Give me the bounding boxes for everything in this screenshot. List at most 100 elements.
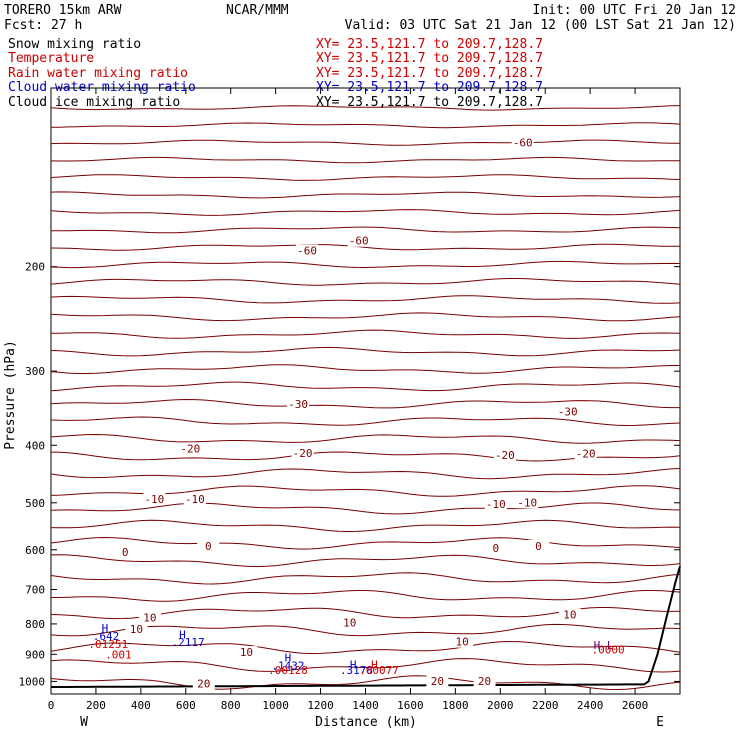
field-label-cloud-ice: Cloud ice mixing ratio xyxy=(8,95,180,110)
isotherm xyxy=(50,381,681,392)
contour-label: -30 xyxy=(288,398,308,411)
forecast-hour: Fcst: 27 h xyxy=(4,18,82,33)
contour-label-bg xyxy=(338,616,361,629)
contour-label: -60 xyxy=(297,244,317,257)
isotherm xyxy=(50,260,681,269)
feature-label: .2117 xyxy=(171,636,204,649)
x-axis-east-label: E xyxy=(656,715,664,730)
contour-label-bg xyxy=(516,496,539,509)
valid-time: Valid: 03 UTC Sat 21 Jan 12 (00 LST Sat … xyxy=(345,18,736,33)
terrain-line xyxy=(51,566,681,688)
field-xy-snow: XY= 23.5,121.7 to 209.7,128.7 xyxy=(316,37,543,52)
isotherm xyxy=(50,209,681,216)
isotherm xyxy=(50,278,681,286)
feature-label: .001 xyxy=(105,649,132,662)
contour-label: 0 xyxy=(122,546,129,559)
feature-label: .0000 xyxy=(592,644,625,657)
contour-label-bg xyxy=(527,539,550,552)
isotherm xyxy=(50,554,681,568)
center-title: NCAR/MMM xyxy=(226,3,289,18)
contour-label-bg xyxy=(484,497,507,510)
y-tick-label: 500 xyxy=(25,497,45,510)
contour-label: 10 xyxy=(343,617,356,630)
x-tick-label: 1000 xyxy=(262,699,289,712)
contour-label: 20 xyxy=(431,675,444,688)
x-tick-label: 1200 xyxy=(307,699,334,712)
contour-label: -10 xyxy=(144,493,164,506)
x-tick-label: 2000 xyxy=(487,699,514,712)
y-tick-label: 700 xyxy=(25,584,45,597)
x-tick-label: 800 xyxy=(221,699,241,712)
x-tick-label: 1600 xyxy=(397,699,424,712)
field-legend: Snow mixing ratio XY= 23.5,121.7 to 209.… xyxy=(8,37,543,110)
contour-label: -60 xyxy=(349,235,369,248)
contour-label: -20 xyxy=(576,448,596,461)
isotherm xyxy=(50,572,681,585)
isotherm xyxy=(50,398,680,409)
y-tick-label: 900 xyxy=(25,648,45,661)
isotherm xyxy=(50,502,681,515)
feature-label: .00077 xyxy=(359,664,399,677)
isotherm xyxy=(50,468,681,480)
contour-label-bg xyxy=(287,398,310,411)
feature-label: .00128 xyxy=(268,664,308,677)
header: TORERO 15km ARW NCAR/MMM Init: 00 UTC Fr… xyxy=(4,3,736,33)
isotherm xyxy=(50,295,681,304)
contour-label: 0 xyxy=(205,540,212,553)
isotherm xyxy=(50,416,681,427)
feature-label: .01251 xyxy=(88,638,128,651)
contour-label-bg xyxy=(179,442,202,455)
contour-label-bg xyxy=(511,136,534,149)
contour-label: -60 xyxy=(513,137,533,150)
y-tick-label: 300 xyxy=(25,365,45,378)
x-axis-title: Distance (km) xyxy=(315,715,417,730)
contour-label: -10 xyxy=(185,493,205,506)
isotherm xyxy=(50,156,680,164)
isotherm xyxy=(50,243,680,251)
contour-label: -10 xyxy=(517,496,537,509)
init-time: Init: 00 UTC Fri 20 Jan 12 xyxy=(533,3,737,18)
x-tick-label: 2200 xyxy=(532,699,559,712)
isotherm xyxy=(50,433,681,444)
contour-label: 0 xyxy=(535,540,542,553)
plot-area: 0 200 400 600 800 1000 1200 1400 1600 1800 2000 220… xyxy=(19,87,681,712)
isotherm xyxy=(50,658,681,673)
field-xy-cloud-ice: XY= 23.5,121.7 to 209.7,128.7 xyxy=(316,95,543,110)
contour-label: -20 xyxy=(293,447,313,460)
contour-label-bg xyxy=(235,646,258,659)
isotherm xyxy=(50,346,681,357)
x-tick-label: 200 xyxy=(86,699,106,712)
contour-label: 10 xyxy=(455,636,468,649)
y-axis-title: Pressure (hPa) xyxy=(3,340,18,450)
x-tick-label: 400 xyxy=(131,699,151,712)
contour-label-bg xyxy=(192,677,215,690)
isotherm xyxy=(50,312,681,322)
feature-label: .1432 xyxy=(271,659,304,672)
x-tick-label: 2400 xyxy=(577,699,604,712)
contour-label-bg xyxy=(114,545,137,558)
field-label-temperature: Temperature xyxy=(8,51,94,66)
contour-label: 10 xyxy=(130,623,143,636)
feature-label: H xyxy=(350,658,357,671)
contour-label-bg xyxy=(484,542,507,555)
contour-label: -10 xyxy=(486,498,506,511)
contour-label-bg xyxy=(426,674,449,687)
y-tick-label: 200 xyxy=(25,261,45,274)
contour-label: 20 xyxy=(197,678,210,691)
contour-label: -20 xyxy=(180,443,200,456)
field-label-snow: Snow mixing ratio xyxy=(8,37,141,52)
contour-label-bg xyxy=(558,608,581,621)
contour-label-bg xyxy=(183,492,206,505)
contour-label: 10 xyxy=(143,612,156,625)
isotherm xyxy=(50,139,680,146)
x-tick-label: 2600 xyxy=(622,699,649,712)
contour-label-bg xyxy=(291,447,314,460)
contour-label-bg xyxy=(574,447,597,460)
field-xy-temperature: XY= 23.5,121.7 to 209.7,128.7 xyxy=(316,51,543,66)
y-tick-label: 800 xyxy=(25,618,45,631)
contour-label-bg xyxy=(556,405,579,418)
contour-label-bg xyxy=(451,635,474,648)
feature-label: .3178 xyxy=(340,664,373,677)
contour-label-bg xyxy=(296,244,319,257)
